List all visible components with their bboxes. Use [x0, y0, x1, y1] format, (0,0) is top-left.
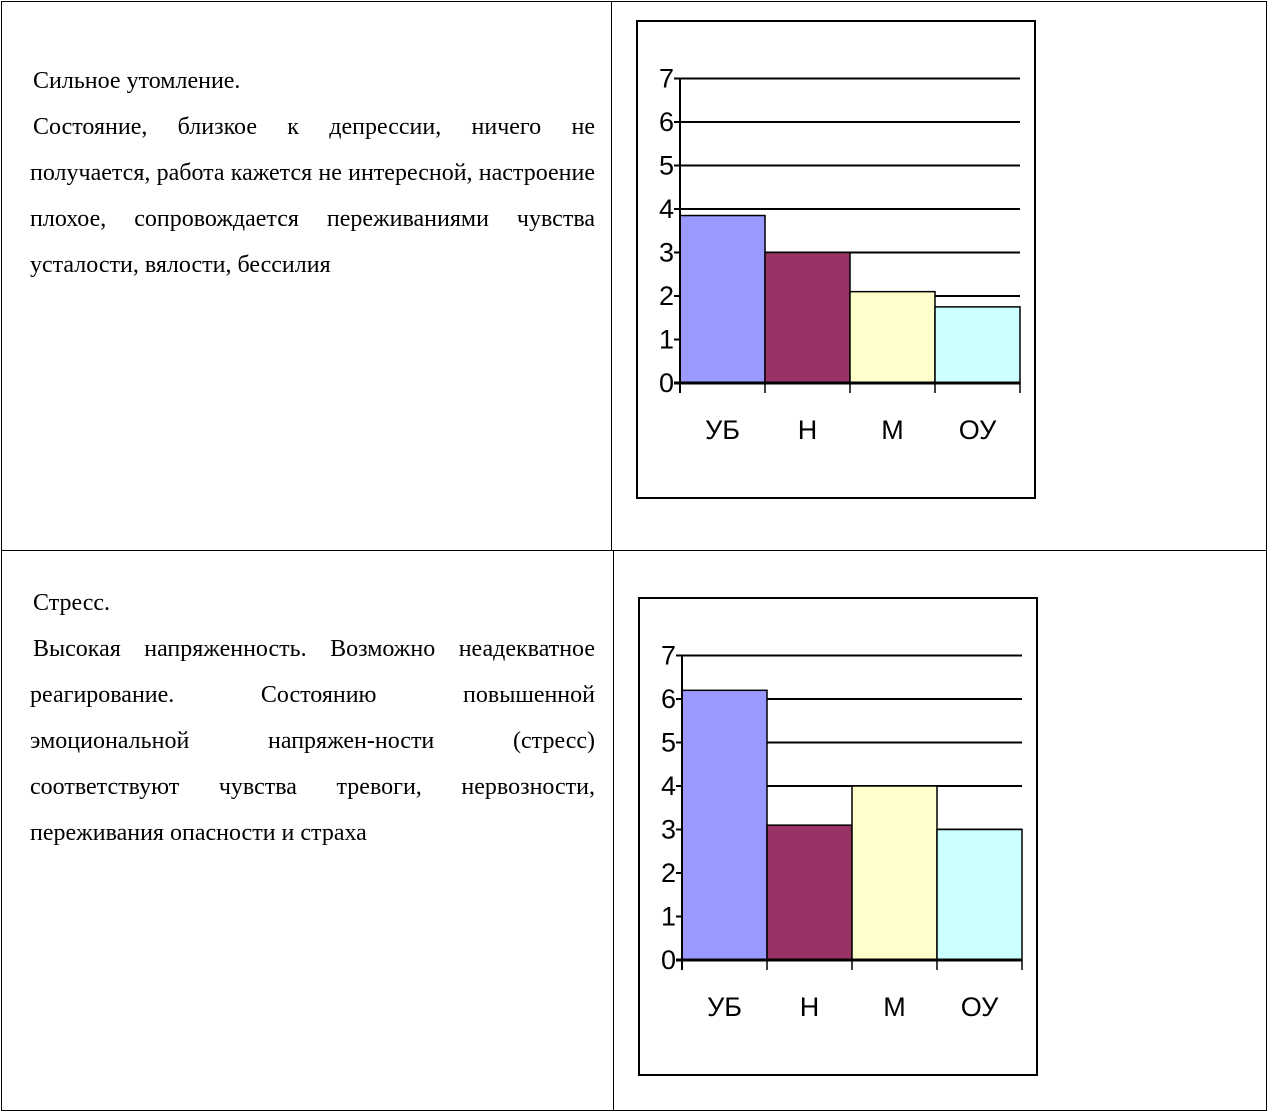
bar-2	[764, 251, 851, 384]
category-label: УБ	[707, 992, 742, 1022]
bar-4	[936, 828, 1023, 961]
column-divider	[613, 550, 614, 1110]
row-1-text: Сильное утомление. Состояние, близкое к …	[30, 58, 595, 288]
category-label: Н	[800, 992, 820, 1022]
row-1-description: Состояние, близкое к депрессии, ничего н…	[30, 114, 595, 278]
row-2-heading: Стресс.	[33, 590, 111, 616]
bar-3	[851, 785, 938, 961]
y-tick-label: 1	[659, 325, 674, 355]
y-tick-label: 2	[661, 858, 676, 888]
chart-2: 0 1 2 3 4 5 6 7 УБ Н М ОУ	[638, 597, 1038, 1076]
y-tick-label: 0	[659, 368, 674, 398]
y-tick-label: 6	[659, 107, 674, 137]
chart-1: 0 1 2 3 4 5 6 7 УБ Н М ОУ	[636, 20, 1036, 499]
y-tick-label: 1	[661, 902, 676, 932]
y-tick-label: 3	[661, 815, 676, 845]
column-divider	[611, 2, 612, 550]
y-tick-label: 4	[661, 771, 676, 801]
bar-4	[934, 306, 1021, 384]
y-tick-label: 6	[661, 684, 676, 714]
category-label: Н	[798, 415, 818, 445]
y-tick-label: 5	[659, 151, 674, 181]
chart-1-svg: 0 1 2 3 4 5 6 7 УБ Н М ОУ	[659, 64, 1021, 445]
row-2-description: Высокая напряженность. Возможно неадеква…	[30, 636, 595, 846]
chart-2-svg: 0 1 2 3 4 5 6 7 УБ Н М ОУ	[661, 641, 1023, 1022]
category-label: УБ	[705, 415, 740, 445]
bar-2	[766, 824, 853, 961]
bar-3	[849, 290, 936, 384]
y-tick-label: 4	[659, 194, 674, 224]
bar-1	[679, 214, 766, 384]
y-tick-label: 3	[659, 238, 674, 268]
bar-1	[681, 689, 768, 961]
row-1-heading: Сильное утомление.	[33, 68, 241, 94]
row-2-text: Стресс. Высокая напряженность. Возможно …	[30, 580, 595, 856]
y-tick-label: 0	[661, 945, 676, 975]
category-label: М	[883, 992, 906, 1022]
y-tick-label: 7	[659, 64, 674, 94]
y-tick-label: 5	[661, 728, 676, 758]
row-divider	[2, 550, 1266, 551]
category-label: ОУ	[959, 415, 997, 445]
y-tick-label: 2	[659, 281, 674, 311]
y-tick-label: 7	[661, 641, 676, 671]
category-label: ОУ	[961, 992, 999, 1022]
category-label: М	[881, 415, 904, 445]
